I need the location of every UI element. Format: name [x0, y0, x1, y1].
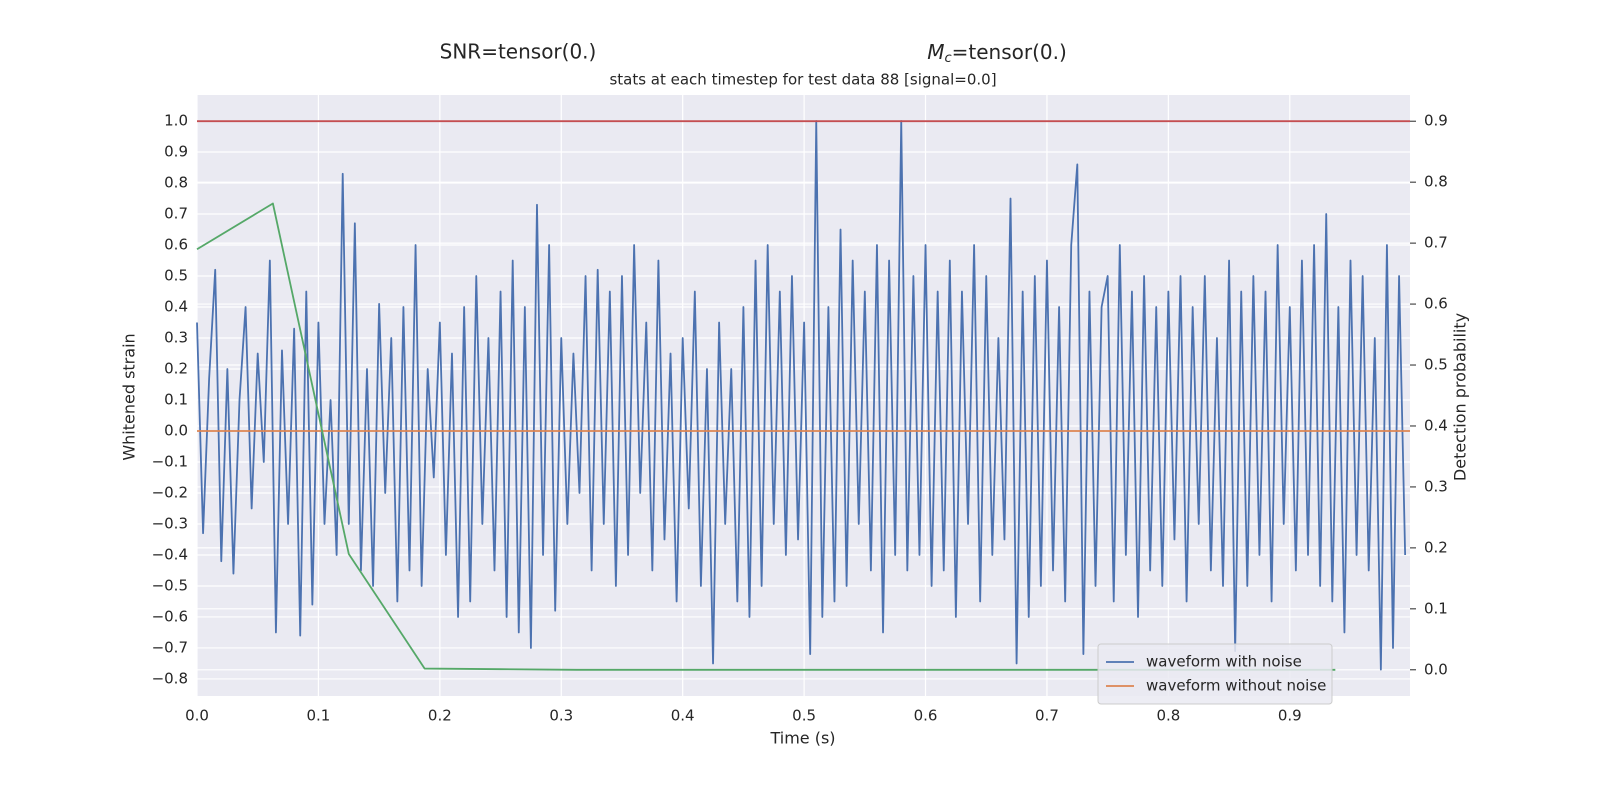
y-tick-label: −0.1 — [152, 452, 188, 470]
title-subscript: c — [944, 51, 951, 66]
legend-label: waveform with noise — [1146, 653, 1302, 671]
y2-axis-label: Detection probability — [1451, 313, 1470, 481]
y-tick-label: −0.6 — [152, 607, 188, 625]
y-tick-label: 0.4 — [164, 298, 188, 316]
y2-tick-label: 0.8 — [1424, 173, 1448, 191]
y-tick-label: 0.3 — [164, 329, 188, 347]
x-tick-label: 0.5 — [792, 707, 816, 725]
y2-tick-label: 0.2 — [1424, 538, 1448, 556]
x-tick-label: 0.3 — [549, 707, 573, 725]
y2-tick-label: 0.9 — [1424, 112, 1448, 130]
x-tick-label: 0.4 — [671, 707, 695, 725]
x-axis-label: Time (s) — [769, 729, 835, 748]
y2-tick-label: 0.6 — [1424, 295, 1448, 313]
y-tick-label: 0.8 — [164, 174, 188, 192]
x-tick-label: 0.8 — [1156, 707, 1180, 725]
y-tick-label: 0.7 — [164, 205, 188, 223]
y-tick-label: 0.2 — [164, 359, 188, 377]
y-tick-label: −0.3 — [152, 514, 188, 532]
x-tick-label: 0.9 — [1278, 707, 1302, 725]
y2-tick-label: 0.4 — [1424, 416, 1448, 434]
plot-area — [197, 95, 1410, 696]
x-tick-label: 0.6 — [914, 707, 938, 725]
y-tick-label: 0.9 — [164, 143, 188, 161]
y-tick-label: 0.5 — [164, 267, 188, 285]
y-tick-label: −0.2 — [152, 483, 188, 501]
x-tick-label: 0.2 — [428, 707, 452, 725]
y-tick-label: 1.0 — [164, 112, 188, 130]
y2-tick-label: 0.7 — [1424, 234, 1448, 252]
x-tick-label: 0.0 — [185, 707, 209, 725]
x-tick-label: 0.7 — [1035, 707, 1059, 725]
x-tick-label: 0.1 — [306, 707, 330, 725]
title-right: Mc=tensor(0.) — [927, 40, 1067, 66]
title-rest: =tensor(0.) — [952, 40, 1067, 64]
y-tick-label: −0.5 — [152, 576, 188, 594]
y2-tick-label: 0.5 — [1424, 356, 1448, 374]
y-tick-label: 0.6 — [164, 236, 188, 254]
legend-box — [1097, 643, 1333, 705]
y-tick-label: 0.1 — [164, 390, 188, 408]
title-left: SNR=tensor(0.) — [440, 40, 597, 64]
y2-tick-label: 0.1 — [1424, 599, 1448, 617]
y-tick-label: −0.8 — [152, 669, 188, 687]
legend-label: waveform without noise — [1146, 677, 1326, 695]
y-tick-label: −0.7 — [152, 638, 188, 656]
y2-tick-label: 0.0 — [1424, 660, 1448, 678]
title-symbol: M — [927, 40, 944, 64]
y2-tick-label: 0.3 — [1424, 477, 1448, 495]
y-axis-label: Whitened strain — [120, 333, 139, 460]
subtitle: stats at each timestep for test data 88 … — [609, 71, 996, 89]
y-tick-label: 0.0 — [164, 421, 188, 439]
y-tick-label: −0.4 — [152, 545, 188, 563]
